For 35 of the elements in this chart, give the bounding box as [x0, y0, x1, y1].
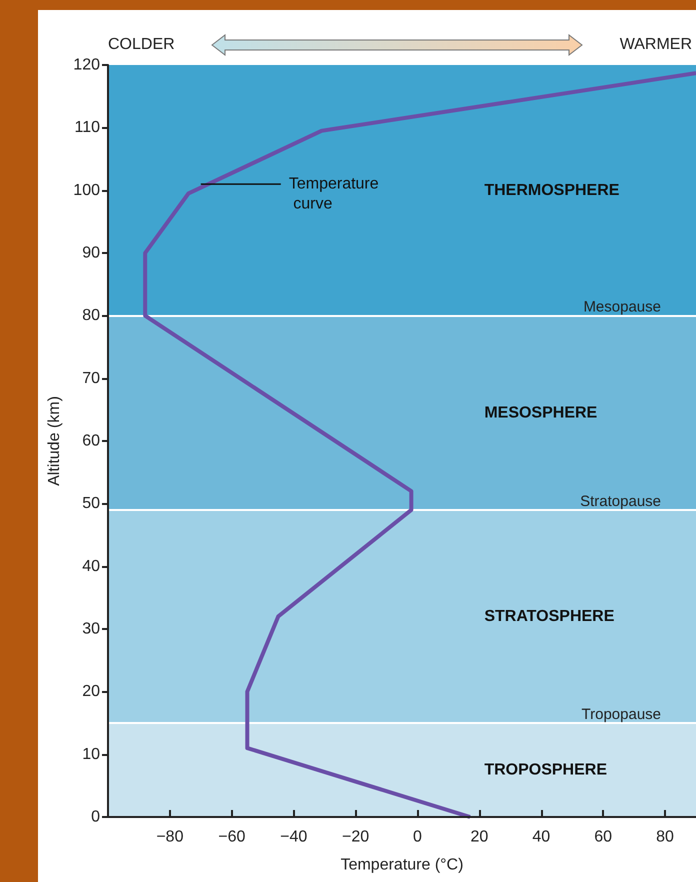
band-label: STRATOSPHERE: [484, 608, 615, 625]
x-tick-label: −60: [218, 828, 246, 846]
x-tick-label: −80: [156, 828, 184, 846]
ref-line-label: Stratopause: [580, 492, 661, 510]
x-tick-label: 40: [532, 828, 550, 846]
y-tick-label: 30: [82, 620, 100, 638]
text: COLDER: [108, 36, 175, 54]
band-label: MESOSPHERE: [484, 404, 598, 422]
y-tick-label: 90: [82, 244, 100, 262]
y-axis-title: Altitude (km): [46, 396, 63, 486]
annotation: Temperature curve: [288, 176, 379, 213]
band-label: THERMOSPHERE: [484, 182, 620, 199]
ref-line-label: Tropopause: [582, 706, 661, 723]
band-label: TROPOSPHERE: [484, 762, 608, 778]
y-tick-label: 70: [82, 370, 100, 387]
y-tick-label: 120: [73, 56, 100, 74]
y-tick-label: 100: [73, 182, 100, 199]
y-tick-label: 80: [82, 307, 100, 324]
x-tick-label: 60: [594, 828, 612, 846]
line-series: [143, 71, 696, 819]
y-tick-label: 10: [82, 746, 100, 763]
y-tick-label: 40: [82, 558, 100, 575]
y-tick-label: 50: [82, 495, 100, 512]
y-tick-label: 20: [82, 683, 100, 700]
y-tick-label: 110: [74, 119, 100, 136]
ref-line-label: Mesopause: [583, 298, 661, 316]
x-tick-label: 80: [656, 828, 674, 846]
x-tick-label: −40: [280, 828, 308, 846]
x-tick-label: −20: [342, 828, 370, 846]
y-tick-label: 60: [82, 432, 100, 450]
text: WARMER: [620, 36, 692, 54]
x-axis-title: Temperature (°C): [340, 856, 464, 874]
x-tick-label: 20: [470, 828, 488, 846]
x-tick-label: 0: [413, 828, 422, 846]
y-tick-label: 0: [91, 808, 100, 826]
